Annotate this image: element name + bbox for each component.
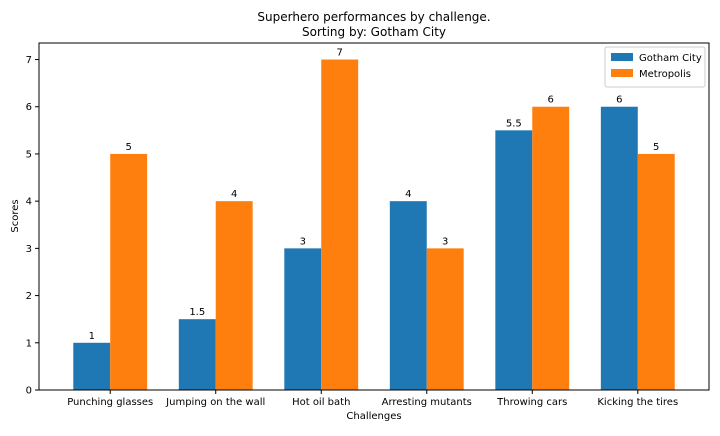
bar — [284, 248, 322, 390]
bar — [426, 248, 464, 390]
bar — [600, 106, 638, 391]
bar-value-label: 5.5 — [506, 118, 522, 129]
bar-value-label: 1 — [89, 331, 95, 342]
y-tick-label: 3 — [26, 244, 32, 255]
legend: Gotham City Metropolis — [604, 46, 706, 88]
bar — [495, 130, 533, 390]
axes-layer: 0 1 2 3 4 5 6 7 Punching glasses Jumping on the w… — [26, 42, 710, 408]
x-tick-label: Jumping on the wall — [165, 397, 265, 408]
chart-subtitle: Sorting by: Gotham City — [302, 25, 446, 39]
bar-value-label: 1.5 — [189, 307, 205, 318]
y-tick-label: 1 — [26, 338, 32, 349]
x-tick-label: Hot oil bath — [292, 397, 350, 408]
bar-value-label: 5 — [653, 142, 659, 153]
bar-value-label: 4 — [405, 189, 411, 200]
y-tick-label: 0 — [26, 386, 32, 397]
bar — [389, 201, 427, 390]
bar-labels-layer: 1 1.5 3 4 5.5 6 5 4 7 3 6 5 — [89, 48, 660, 342]
bar — [110, 153, 148, 390]
y-tick-label: 7 — [26, 55, 32, 66]
y-tick-label: 5 — [26, 149, 32, 160]
x-tick-label: Arresting mutants — [382, 397, 472, 408]
y-axis-label: Scores — [10, 199, 21, 232]
y-tick-label: 4 — [26, 197, 32, 208]
legend-label: Gotham City — [639, 53, 702, 64]
chart-title: Superhero performances by challenge. — [257, 10, 490, 24]
legend-swatch — [611, 53, 633, 61]
plot-frame — [38, 42, 710, 391]
bar — [321, 59, 359, 391]
bar-value-label: 4 — [231, 189, 237, 200]
x-tick-label: Throwing cars — [496, 397, 567, 408]
bar-value-label: 7 — [337, 48, 343, 59]
bar-value-label: 3 — [442, 236, 448, 247]
y-tick-label: 2 — [26, 291, 32, 302]
bar-value-label: 3 — [300, 236, 306, 247]
legend-label: Metropolis — [639, 69, 691, 80]
legend-swatch — [611, 69, 633, 77]
bar — [215, 201, 253, 390]
bar-value-label: 6 — [616, 95, 622, 106]
bar-value-label: 5 — [125, 142, 131, 153]
bar — [532, 106, 570, 391]
x-tick-label: Kicking the tires — [597, 397, 678, 408]
bar — [178, 319, 216, 390]
y-tick-label: 6 — [26, 102, 32, 113]
bar — [637, 153, 675, 390]
bar — [73, 342, 111, 390]
x-axis-label: Challenges — [346, 411, 401, 422]
bars-layer — [73, 59, 675, 391]
bar-value-label: 6 — [548, 95, 554, 106]
x-tick-label: Punching glasses — [67, 397, 153, 408]
